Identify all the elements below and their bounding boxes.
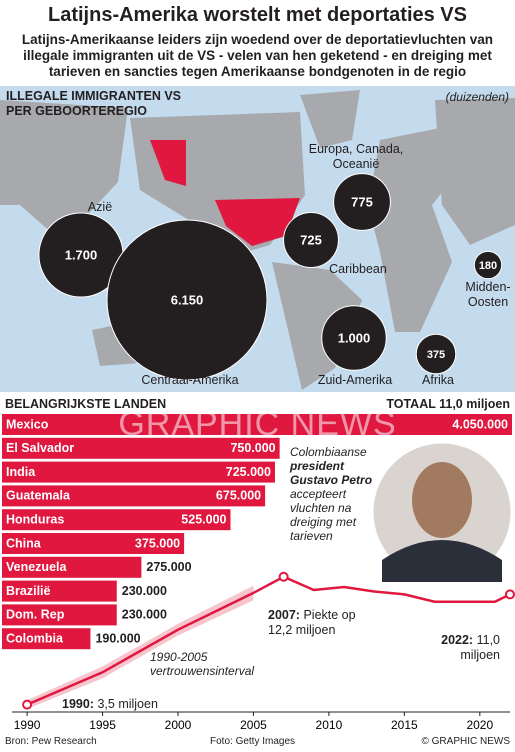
bar-value-label: 230.000 <box>122 608 167 622</box>
annotation-text: 11,0 miljoen <box>460 633 500 662</box>
annotation-text: Piekte op 12,2 miljoen <box>268 608 356 637</box>
bar-value-label: 750.000 <box>230 441 275 455</box>
bar-value-label: 725.000 <box>226 465 271 479</box>
region-label: Caribbean <box>329 262 387 276</box>
bar-value-label: 675.000 <box>216 489 261 503</box>
bubble <box>321 305 387 371</box>
region-label: Centraal-Amerika <box>141 373 239 387</box>
region-label: Zuid-Amerika <box>317 373 393 387</box>
x-tick-label: 2020 <box>466 718 493 732</box>
x-tick-label: 2010 <box>316 718 343 732</box>
bar-value-label: 525.000 <box>181 512 226 526</box>
bar <box>2 580 117 602</box>
bar <box>2 509 231 531</box>
bar-value-label: 190.000 <box>95 631 140 645</box>
bar-category: Venezuela <box>6 560 67 574</box>
bubble <box>415 333 457 375</box>
bar-category: Mexico <box>6 417 49 431</box>
x-tick-label: 2015 <box>391 718 418 732</box>
source: Bron: Pew Research <box>5 736 97 747</box>
bar <box>2 533 185 554</box>
point-marker <box>278 571 289 582</box>
quote-lead: Colombiaanse <box>290 445 367 459</box>
region-label: Europa, Canada, Oceanië <box>308 142 404 171</box>
annotation-label: 1990: <box>62 697 94 711</box>
annotation-label: 2007: <box>268 608 300 622</box>
bar-category: Guatemala <box>6 489 71 503</box>
bar-value-label: 4.050.000 <box>452 417 508 431</box>
portrait-face <box>412 462 472 538</box>
bar-category: China <box>6 536 42 550</box>
bar <box>2 485 266 507</box>
bar-total: TOTAAL 11,0 miljoen <box>386 397 510 411</box>
bar-value-label: 275.000 <box>146 560 191 574</box>
bubble-label: 375 <box>427 349 445 361</box>
region-label: Midden-Oosten <box>465 280 511 309</box>
ci-label: 1990-2005 vertrouwensinterval <box>150 650 255 678</box>
credit: © GRAPHIC NEWS <box>421 736 511 747</box>
photo-credit: Foto: Getty Images <box>210 736 296 747</box>
map-title-line: PER GEBOORTEREGIO <box>6 104 147 118</box>
bubble-label: 1.000 <box>338 330 371 345</box>
quote-name: president Gustavo Petro <box>290 459 373 487</box>
bubble <box>283 212 339 268</box>
quote-text: accepteert vluchten na dreiging met tari… <box>290 487 357 543</box>
title: Latijns-Amerika worstelt met deportaties… <box>47 4 467 26</box>
bar <box>2 556 142 578</box>
bar-category: El Salvador <box>6 441 74 455</box>
bubble <box>473 250 503 280</box>
region-label: Afrika <box>422 373 454 387</box>
subtitle: Latijns-Amerikaanse leiders zijn woedend… <box>21 32 494 79</box>
bar-category: India <box>6 465 36 479</box>
bar <box>2 437 280 459</box>
bar <box>2 628 91 650</box>
x-tick-label: 1990 <box>14 718 41 732</box>
bubble <box>106 219 268 381</box>
bar <box>2 414 512 435</box>
bubble <box>333 173 391 231</box>
bubble-label: 180 <box>479 260 497 272</box>
bar <box>2 604 117 626</box>
x-tick-label: 2000 <box>165 718 192 732</box>
point-marker <box>505 589 515 600</box>
bar-title: BELANGRIJKSTE LANDEN <box>5 397 167 411</box>
map-unit: (duizenden) <box>445 90 509 104</box>
point-marker <box>22 699 33 710</box>
x-tick-label: 2005 <box>240 718 267 732</box>
bar-category: Colombia <box>6 631 64 645</box>
annotation: 2022: 11,0 miljoen <box>400 633 500 663</box>
bar-category: Brazilië <box>6 584 51 598</box>
bar-category: Dom. Rep <box>6 608 65 622</box>
bar-value-label: 230.000 <box>122 584 167 598</box>
x-tick-label: 1995 <box>89 718 116 732</box>
bubble-label: 725 <box>300 232 322 247</box>
region-label: Azië <box>87 200 113 214</box>
bar-category: Honduras <box>6 512 64 526</box>
annotation-text: 3,5 miljoen <box>97 697 158 711</box>
annotation: 2007: Piekte op 12,2 miljoen <box>268 608 378 638</box>
bubble-label: 775 <box>351 194 373 209</box>
bubble-label: 6.150 <box>171 292 204 307</box>
bar-value-label: 375.000 <box>135 536 180 550</box>
quote: Colombiaanse president Gustavo Petro acc… <box>290 445 380 543</box>
map-title: ILLEGALE IMMIGRANTEN VS PER GEBOORTEREGIO <box>6 89 181 119</box>
bubble-label: 1.700 <box>65 247 98 262</box>
map-usa <box>150 140 300 246</box>
watermark: GRAPHIC NEWS <box>118 405 397 443</box>
line <box>26 575 511 706</box>
map-title-line: ILLEGALE IMMIGRANTEN VS <box>6 89 181 103</box>
annotation: 1990: 3,5 miljoen <box>62 697 232 712</box>
annotation-label: 2022: <box>441 633 474 647</box>
portrait-suit <box>382 540 502 582</box>
confidence-band <box>27 585 254 710</box>
bar <box>2 461 275 483</box>
